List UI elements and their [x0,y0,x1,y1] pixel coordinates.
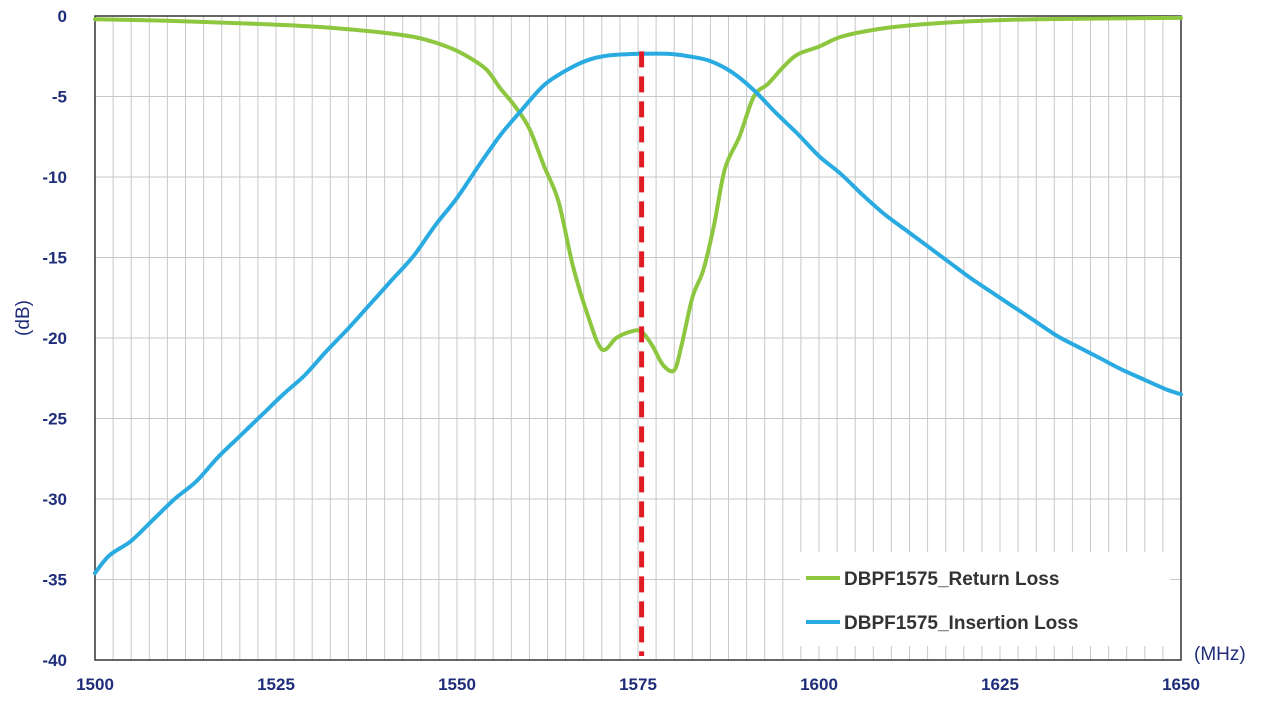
x-tick-label: 1500 [76,675,114,694]
series-line-insertion-loss [93,51,1183,576]
x-axis-title: (MHz) [1194,644,1246,665]
plot-area-border [94,15,1182,661]
x-tick-label: 1575 [619,675,657,694]
y-axis-title: (dB) [13,300,34,336]
y-tick-label: -35 [42,571,67,590]
legend-label-insertion-loss: DBPF1575_Insertion Loss [844,613,1078,634]
x-tick-label: 1650 [1162,675,1200,694]
series-line-return-loss [93,15,1183,374]
series-lines [93,15,1183,576]
y-tick-label: -25 [42,410,67,429]
legend-label-return-loss: DBPF1575_Return Loss [844,569,1059,590]
x-tick-label: 1525 [257,675,295,694]
x-tick-labels: 1500 1525 1550 1575 1600 1625 1650 [76,675,1200,694]
x-tick-label: 1550 [438,675,476,694]
y-tick-label: -20 [42,329,67,348]
y-tick-label: -10 [42,168,67,187]
y-tick-label: -15 [42,249,67,268]
y-tick-label: -5 [52,88,67,107]
legend-background [800,552,1170,646]
x-tick-label: 1600 [800,675,838,694]
legend: DBPF1575_Return Loss DBPF1575_Insertion … [800,552,1170,646]
y-tick-label: -40 [42,651,67,670]
y-tick-label: 0 [58,7,67,26]
plot-frame [94,15,1182,661]
x-tick-label: 1625 [981,675,1019,694]
y-tick-labels: 0 -5 -10 -15 -20 -25 -30 -35 -40 [42,7,67,670]
y-tick-label: -30 [42,490,67,509]
